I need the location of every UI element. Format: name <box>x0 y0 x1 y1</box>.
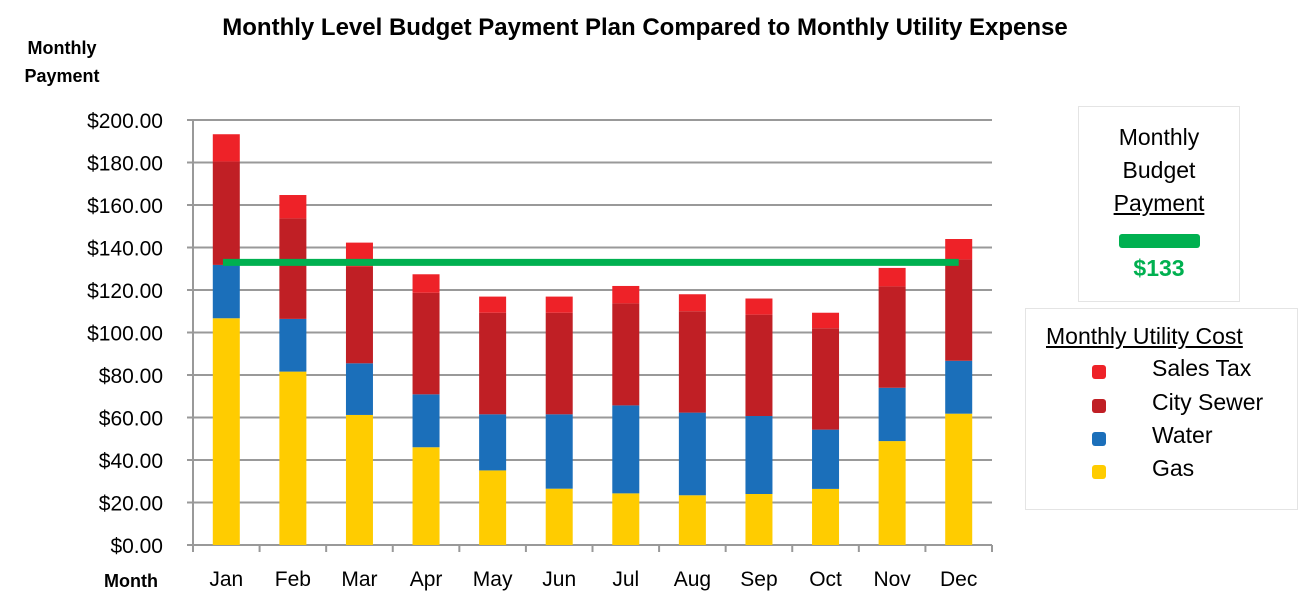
bar-sales-tax-nov <box>878 267 906 287</box>
bar-sales-tax-jan <box>212 134 240 162</box>
legend-title: Monthly Utility Cost <box>1046 323 1243 349</box>
legend: Monthly Utility Cost Sales Tax City Sewe… <box>1025 308 1298 510</box>
chart-title: Monthly Level Budget Payment Plan Compar… <box>222 14 1067 41</box>
x-tick-label: May <box>473 568 513 591</box>
bar-city-sewer-nov <box>878 286 906 388</box>
bar-gas-feb <box>279 371 307 545</box>
bar-water-jun <box>545 414 573 489</box>
bar-water-feb <box>279 318 307 372</box>
bar-city-sewer-oct <box>812 328 840 430</box>
y-tick-label: $40.00 <box>99 450 163 473</box>
bar-city-sewer-jul <box>612 303 640 406</box>
bar-water-dec <box>945 360 973 414</box>
y-axis-label-line1: Monthly <box>28 38 97 58</box>
x-tick-label: Aug <box>674 568 711 591</box>
bar-city-sewer-jun <box>545 312 573 415</box>
budget-legend-title-3: Payment <box>1113 190 1205 216</box>
x-tick-label: Mar <box>341 568 377 591</box>
bar-sales-tax-jul <box>612 285 640 304</box>
x-tick-label: Nov <box>873 568 911 591</box>
bar-sales-tax-jun <box>545 296 573 313</box>
bar-water-sep <box>745 416 773 494</box>
bar-sales-tax-sep <box>745 298 773 315</box>
budget-legend-title-2: Budget <box>1122 157 1196 183</box>
legend-label: Water <box>1152 422 1213 448</box>
y-tick-label: $100.00 <box>87 323 163 346</box>
bar-gas-oct <box>812 488 840 545</box>
x-tick-label: Apr <box>410 568 443 591</box>
bar-gas-jan <box>212 318 240 545</box>
bar-water-nov <box>878 387 906 442</box>
x-tick-label: Jun <box>542 568 576 591</box>
budget-line-swatch <box>1118 234 1200 248</box>
x-axis-label: Month <box>104 571 158 591</box>
bar-gas-nov <box>878 441 906 545</box>
bar-sales-tax-may <box>479 296 507 313</box>
y-tick-label: $140.00 <box>87 238 163 261</box>
bar-city-sewer-aug <box>678 311 706 413</box>
x-tick-label: Sep <box>740 568 777 591</box>
budget-value: $133 <box>1133 255 1185 281</box>
bar-gas-may <box>479 470 507 545</box>
y-tick-label: $180.00 <box>87 153 163 176</box>
bar-sales-tax-dec <box>945 239 973 260</box>
bar-water-mar <box>345 363 373 415</box>
bar-water-aug <box>678 412 706 496</box>
budget-legend: Monthly Budget Payment $133 <box>1078 106 1240 302</box>
x-tick-label: Jul <box>612 568 639 591</box>
bar-city-sewer-jan <box>212 161 240 265</box>
legend-label: Sales Tax <box>1152 355 1252 381</box>
bar-water-apr <box>412 394 440 448</box>
bar-water-jul <box>612 405 640 494</box>
bar-city-sewer-apr <box>412 292 440 395</box>
bar-city-sewer-may <box>479 312 507 415</box>
bar-water-oct <box>812 429 840 489</box>
bar-gas-aug <box>678 495 706 545</box>
y-tick-label: $200.00 <box>87 110 163 133</box>
legend-label: City Sewer <box>1152 389 1264 415</box>
x-tick-label: Feb <box>275 568 311 591</box>
bar-sales-tax-apr <box>412 274 440 293</box>
gas-swatch <box>1092 465 1106 479</box>
bar-sales-tax-oct <box>812 312 840 329</box>
bar-city-sewer-feb <box>279 218 307 319</box>
bar-city-sewer-mar <box>345 266 373 364</box>
bar-gas-dec <box>945 413 973 545</box>
bar-gas-apr <box>412 447 440 545</box>
y-axis-label-line2: Payment <box>24 66 99 86</box>
city-sewer-swatch <box>1092 399 1106 413</box>
bar-gas-jul <box>612 493 640 545</box>
legend-label: Gas <box>1152 455 1195 481</box>
bar-water-jan <box>212 264 240 319</box>
bar-city-sewer-dec <box>945 259 973 361</box>
bar-sales-tax-aug <box>678 294 706 312</box>
x-tick-label: Dec <box>940 568 977 591</box>
x-tick-label: Jan <box>209 568 243 591</box>
bar-water-may <box>479 414 507 471</box>
x-tick-label: Oct <box>809 568 842 591</box>
y-tick-label: $160.00 <box>87 195 163 218</box>
sales-tax-swatch <box>1092 365 1106 379</box>
y-tick-label: $60.00 <box>99 408 163 431</box>
bar-gas-sep <box>745 494 773 545</box>
y-tick-label: $120.00 <box>87 280 163 303</box>
bar-gas-jun <box>545 488 573 545</box>
y-tick-label: $0.00 <box>110 535 163 558</box>
bar-city-sewer-sep <box>745 314 773 417</box>
budget-legend-title-1: Monthly <box>1118 124 1200 150</box>
water-swatch <box>1092 432 1106 446</box>
y-tick-label: $80.00 <box>99 365 163 388</box>
y-tick-label: $20.00 <box>99 493 163 516</box>
bar-gas-mar <box>345 414 373 545</box>
bar-sales-tax-feb <box>279 195 307 219</box>
